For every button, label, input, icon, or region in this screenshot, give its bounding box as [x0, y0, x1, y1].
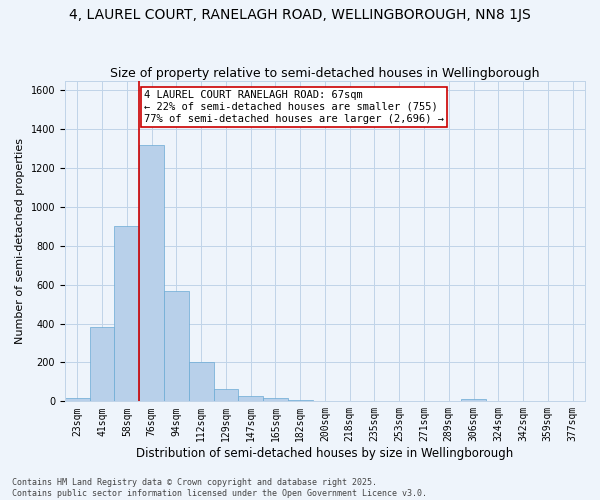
Bar: [189, 362, 214, 402]
Bar: [461, 400, 486, 402]
Text: Contains HM Land Registry data © Crown copyright and database right 2025.
Contai: Contains HM Land Registry data © Crown c…: [12, 478, 427, 498]
Bar: [115, 226, 139, 402]
Text: 4 LAUREL COURT RANELAGH ROAD: 67sqm
← 22% of semi-detached houses are smaller (7: 4 LAUREL COURT RANELAGH ROAD: 67sqm ← 22…: [144, 90, 444, 124]
Bar: [263, 398, 288, 402]
Y-axis label: Number of semi-detached properties: Number of semi-detached properties: [15, 138, 25, 344]
Title: Size of property relative to semi-detached houses in Wellingborough: Size of property relative to semi-detach…: [110, 66, 540, 80]
X-axis label: Distribution of semi-detached houses by size in Wellingborough: Distribution of semi-detached houses by …: [136, 447, 514, 460]
Bar: [139, 145, 164, 402]
Bar: [214, 388, 238, 402]
Bar: [238, 396, 263, 402]
Text: 4, LAUREL COURT, RANELAGH ROAD, WELLINGBOROUGH, NN8 1JS: 4, LAUREL COURT, RANELAGH ROAD, WELLINGB…: [69, 8, 531, 22]
Bar: [89, 326, 115, 402]
Bar: [164, 290, 189, 402]
Bar: [288, 400, 313, 402]
Bar: [65, 398, 89, 402]
